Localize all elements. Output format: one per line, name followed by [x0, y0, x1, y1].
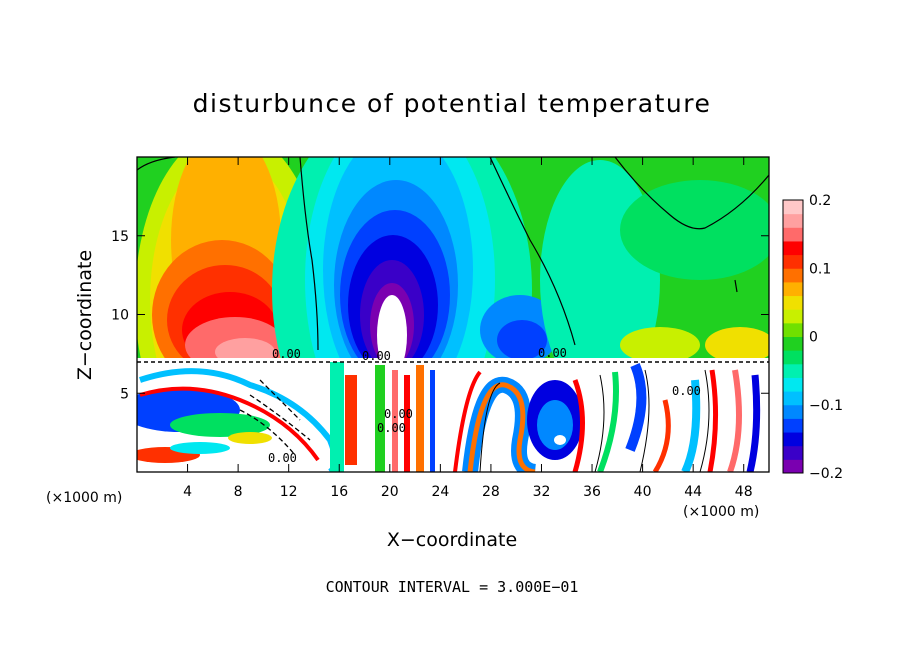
colorbar-swatch — [783, 459, 803, 474]
x-tick-label: 16 — [330, 484, 348, 500]
contour-label: 0.00 — [362, 349, 391, 363]
contour-label: 0.00 — [384, 407, 413, 421]
colorbar-swatch — [783, 445, 803, 460]
colorbar-swatch — [783, 404, 803, 419]
colorbar-swatch — [783, 377, 803, 392]
colorbar-swatch — [783, 200, 803, 215]
colorbar-tick-label: −0.1 — [809, 398, 843, 414]
colorbar-tick-label: −0.2 — [809, 466, 843, 482]
x-axis: 4 8 12 16 20 24 28 32 36 40 44 48 — [183, 157, 753, 500]
colorbar-swatch — [783, 363, 803, 378]
x-tick-label: 44 — [684, 484, 702, 500]
contour-label: 0.00 — [272, 347, 301, 361]
colorbar-tick-label: 0.1 — [809, 261, 831, 277]
x-unit-label: (×1000 m) — [683, 504, 759, 520]
x-tick-label: 8 — [234, 484, 243, 500]
x-axis-label: X−coordinate — [387, 529, 517, 551]
colorbar-swatch — [783, 240, 803, 256]
contour-label: 0.00 — [377, 421, 406, 435]
contour-labels: 0.00 0.00 0.00 0.00 0.00 0.00 0.00 — [268, 346, 701, 465]
contour-label: 0.00 — [672, 384, 701, 398]
colorbar-swatch — [783, 309, 803, 324]
colorbar-ticks: 0.2 0.1 0 −0.1 −0.2 — [809, 193, 843, 482]
colorbar-swatch — [783, 254, 803, 269]
colorbar-swatch — [783, 336, 803, 351]
colorbar-swatch — [783, 295, 803, 310]
plot-area: 0.00 0.00 0.00 0.00 0.00 0.00 0.00 — [137, 157, 769, 472]
colorbar-frame — [782, 199, 804, 474]
colorbar-swatch — [783, 391, 803, 406]
colorbar-swatch — [783, 418, 803, 433]
colorbar-swatch — [783, 432, 803, 447]
lower-field — [137, 358, 769, 472]
x-tick-label: 20 — [381, 484, 399, 500]
y-axis: 5 10 15 — [111, 229, 769, 402]
x-tick-label: 32 — [533, 484, 551, 500]
x-tick-label: 40 — [634, 484, 652, 500]
colorbar-swatch — [783, 268, 803, 283]
x-tick-label: 12 — [280, 484, 298, 500]
x-tick-label: 28 — [482, 484, 500, 500]
colorbar-swatch — [783, 322, 803, 337]
x-tick-label: 4 — [183, 484, 192, 500]
colorbar-tick-label: 0.2 — [809, 193, 831, 209]
x-tick-label: 24 — [431, 484, 449, 500]
colorbar-swatch — [783, 281, 803, 297]
x-origin-unit-label: (×1000 m) — [46, 490, 122, 506]
y-tick-label: 15 — [111, 229, 129, 245]
colorbar-swatch — [783, 213, 803, 228]
y-axis-label: Z−coordinate — [74, 250, 96, 380]
x-tick-label: 36 — [583, 484, 601, 500]
x-tick-label: 48 — [735, 484, 753, 500]
contour-interval-note: CONTOUR INTERVAL = 3.000E−01 — [326, 578, 579, 596]
y-tick-label: 10 — [111, 308, 129, 324]
contour-label: 0.00 — [268, 451, 297, 465]
colorbar-swatch — [783, 350, 803, 365]
colorbar-tick-label: 0 — [809, 330, 818, 346]
chart-title: disturbunce of potential temperature — [193, 89, 712, 118]
colorbar — [783, 200, 803, 474]
contour-label: 0.00 — [538, 346, 567, 360]
y-tick-label: 5 — [120, 386, 129, 402]
colorbar-swatch — [783, 227, 803, 242]
